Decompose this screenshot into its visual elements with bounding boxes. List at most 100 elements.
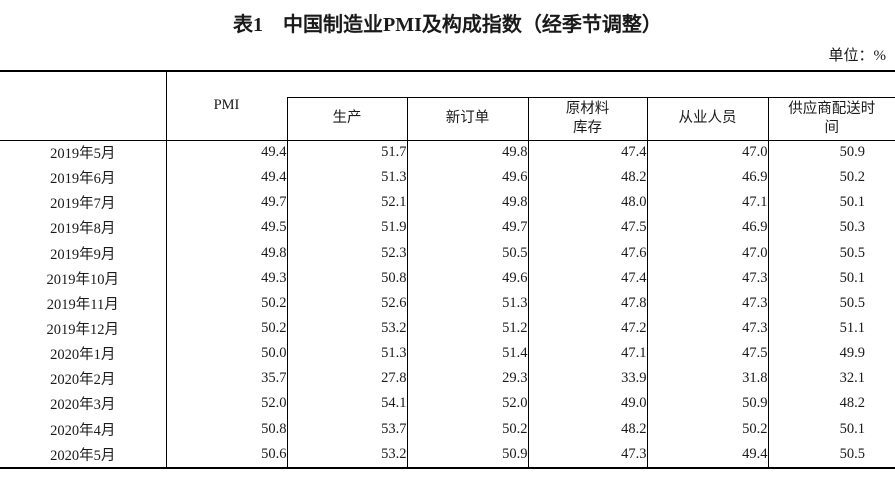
cell-pmi: 49.5 — [165, 215, 287, 241]
cell-raw-materials-inventory: 33.9 — [527, 366, 647, 392]
cell-new-orders: 50.9 — [406, 441, 528, 467]
cell-employed-persons: 46.9 — [646, 215, 768, 241]
cell-new-orders: 50.2 — [406, 416, 528, 442]
unit-label: 单位：% — [828, 48, 887, 64]
cell-supplier-delivery-time: 50.1 — [767, 190, 895, 216]
row-period: 2019年10月 — [46, 271, 120, 288]
cell-production: 50.8 — [286, 265, 407, 291]
cell-pmi: 49.8 — [165, 240, 287, 266]
cell-pmi: 50.2 — [165, 290, 287, 316]
cell-pmi: 49.7 — [165, 190, 287, 216]
table-row: 2019年6月 49.4 51.3 49.6 48.2 46.9 50.2 — [0, 165, 895, 191]
row-period: 2020年3月 — [50, 397, 116, 414]
cell-raw-materials-inventory: 49.0 — [527, 391, 647, 417]
cell-pmi: 49.3 — [165, 265, 287, 291]
cell-employed-persons: 47.1 — [646, 190, 768, 216]
column-header-production: 生产 — [286, 97, 407, 141]
table-body: 2019年5月 49.4 51.7 49.8 47.4 47.0 50.9 2019年6月 49… — [0, 140, 895, 467]
column-header-employed-persons: 从业人员 — [646, 97, 768, 141]
cell-production: 51.9 — [286, 215, 407, 241]
table-row: 2020年5月 50.6 53.2 50.9 47.3 49.4 50.5 — [0, 441, 895, 467]
cell-raw-materials-inventory: 47.6 — [527, 240, 647, 266]
cell-supplier-delivery-time: 50.5 — [767, 441, 895, 467]
cell-new-orders: 49.8 — [406, 140, 528, 166]
cell-production: 53.2 — [286, 315, 407, 342]
column-header-raw-materials-inventory: 原材料 库存 — [527, 97, 647, 141]
pmi-table: PMI 生产 新订单 原材料 库存 从业人员 供应商配送时 间 2019年5月 49.4 5… — [0, 72, 895, 467]
cell-supplier-delivery-time: 51.1 — [767, 315, 895, 342]
table-row: 2019年7月 49.7 52.1 49.8 48.0 47.1 50.1 — [0, 190, 895, 216]
cell-supplier-delivery-time: 48.2 — [767, 391, 895, 417]
cell-production: 54.1 — [286, 391, 407, 417]
table-row: 2020年3月 52.0 54.1 52.0 49.0 50.9 48.2 — [0, 391, 895, 417]
cell-raw-materials-inventory: 48.2 — [527, 416, 647, 442]
row-period: 2019年7月 — [50, 196, 116, 213]
row-period: 2019年5月 — [50, 146, 116, 163]
cell-production: 51.3 — [286, 341, 407, 367]
cell-production: 53.7 — [286, 416, 407, 442]
cell-raw-materials-inventory: 47.4 — [527, 140, 647, 166]
cell-new-orders: 49.7 — [406, 215, 528, 241]
cell-production: 51.3 — [286, 165, 407, 191]
pmi-table-container: PMI 生产 新订单 原材料 库存 从业人员 供应商配送时 间 2019年5月 49.4 5… — [0, 70, 895, 469]
cell-new-orders: 49.6 — [406, 265, 528, 291]
header-corner-cell — [0, 72, 166, 141]
row-period: 2019年11月 — [46, 296, 119, 313]
cell-employed-persons: 47.3 — [646, 290, 768, 316]
row-period: 2020年4月 — [50, 422, 116, 439]
cell-supplier-delivery-time: 50.3 — [767, 215, 895, 241]
cell-supplier-delivery-time: 50.1 — [767, 265, 895, 291]
table-header: PMI 生产 新订单 原材料 库存 从业人员 供应商配送时 间 — [0, 72, 895, 141]
cell-supplier-delivery-time: 49.9 — [767, 341, 895, 367]
cell-employed-persons: 31.8 — [646, 366, 768, 392]
row-period: 2020年1月 — [50, 347, 116, 364]
table-row: 2019年8月 49.5 51.9 49.7 47.5 46.9 50.3 — [0, 215, 895, 241]
cell-new-orders: 51.3 — [406, 290, 528, 316]
cell-pmi: 52.0 — [165, 391, 287, 417]
row-period: 2019年12月 — [46, 322, 120, 339]
table-row: 2019年10月 49.3 50.8 49.6 47.4 47.3 50.1 — [0, 265, 895, 291]
table-row: 2019年9月 49.8 52.3 50.5 47.6 47.0 50.5 — [0, 240, 895, 266]
table-row: 2019年12月 50.2 53.2 51.2 47.2 47.3 51.1 — [0, 315, 895, 342]
table-row: 2019年5月 49.4 51.7 49.8 47.4 47.0 50.9 — [0, 140, 895, 166]
cell-employed-persons: 50.2 — [646, 416, 768, 442]
cell-raw-materials-inventory: 47.5 — [527, 215, 647, 241]
column-header-new-orders: 新订单 — [406, 97, 528, 141]
cell-raw-materials-inventory: 47.4 — [527, 265, 647, 291]
cell-pmi: 50.8 — [165, 416, 287, 442]
cell-supplier-delivery-time: 50.5 — [767, 240, 895, 266]
cell-raw-materials-inventory: 47.8 — [527, 290, 647, 316]
cell-employed-persons: 50.9 — [646, 391, 768, 417]
row-period: 2019年9月 — [50, 246, 116, 263]
cell-pmi: 50.0 — [165, 341, 287, 367]
cell-employed-persons: 47.3 — [646, 315, 768, 342]
cell-new-orders: 51.2 — [406, 315, 528, 342]
cell-supplier-delivery-time: 32.1 — [767, 366, 895, 392]
cell-production: 52.6 — [286, 290, 407, 316]
cell-employed-persons: 47.0 — [646, 240, 768, 266]
table-row: 2020年1月 50.0 51.3 51.4 47.1 47.5 49.9 — [0, 341, 895, 367]
row-period: 2020年2月 — [50, 372, 116, 389]
cell-supplier-delivery-time: 50.9 — [767, 140, 895, 166]
cell-pmi: 49.4 — [165, 165, 287, 191]
cell-new-orders: 29.3 — [406, 366, 528, 392]
table-row: 2020年4月 50.8 53.7 50.2 48.2 50.2 50.1 — [0, 416, 895, 442]
cell-supplier-delivery-time: 50.1 — [767, 416, 895, 442]
cell-new-orders: 51.4 — [406, 341, 528, 367]
cell-raw-materials-inventory: 47.2 — [527, 315, 647, 342]
table-row: 2019年11月 50.2 52.6 51.3 47.8 47.3 50.5 — [0, 290, 895, 316]
cell-production: 52.3 — [286, 240, 407, 266]
cell-employed-persons: 49.4 — [646, 441, 768, 467]
cell-employed-persons: 47.5 — [646, 341, 768, 367]
column-header-supplier-delivery-time: 供应商配送时 间 — [767, 97, 895, 141]
cell-employed-persons: 47.0 — [646, 140, 768, 166]
column-header-pmi: PMI — [165, 72, 287, 141]
row-period: 2019年6月 — [50, 171, 116, 188]
cell-pmi: 49.4 — [165, 140, 287, 166]
cell-employed-persons: 46.9 — [646, 165, 768, 191]
row-period: 2019年8月 — [50, 221, 116, 238]
table-row: 2020年2月 35.7 27.8 29.3 33.9 31.8 32.1 — [0, 366, 895, 392]
cell-pmi: 35.7 — [165, 366, 287, 392]
row-period: 2020年5月 — [50, 447, 116, 464]
